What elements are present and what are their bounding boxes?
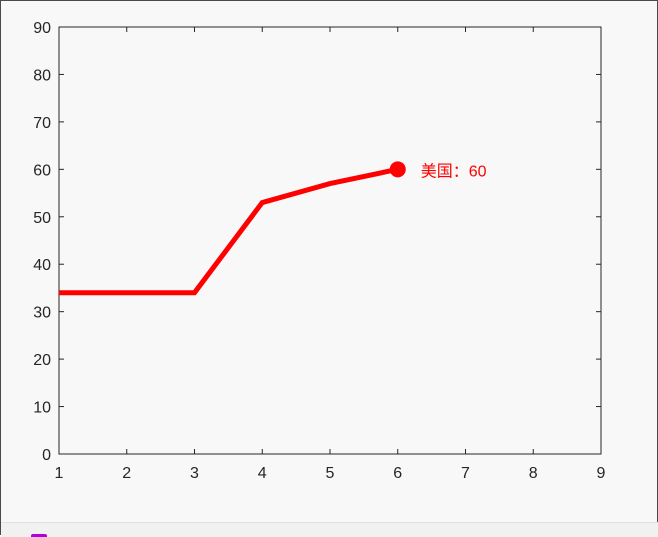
x-tick-label: 9 (597, 465, 606, 482)
end-point-marker (389, 161, 406, 178)
y-tick-label: 40 (33, 257, 51, 274)
y-tick-label: 50 (33, 210, 51, 227)
y-tick-label: 20 (33, 352, 51, 369)
plot-area (58, 26, 602, 455)
y-tick-label: 0 (42, 447, 51, 464)
x-tick-label: 7 (461, 465, 470, 482)
end-point-label: 美国：60 (421, 162, 487, 180)
x-tick-label: 2 (122, 465, 131, 482)
x-tick-label: 8 (529, 465, 538, 482)
x-tick-label: 1 (55, 465, 64, 482)
x-tick-label: 3 (190, 465, 199, 482)
y-tick-label: 30 (33, 305, 51, 322)
x-tick-label: 5 (326, 465, 335, 482)
y-tick-label: 90 (33, 20, 51, 37)
x-tick-label: 4 (258, 465, 267, 482)
y-tick-label: 10 (33, 400, 51, 417)
series-line (59, 166, 399, 296)
annotation-layer: 美国：60 (389, 161, 487, 180)
y-tick-label: 80 (33, 67, 51, 84)
x-tick-label: 6 (393, 465, 402, 482)
series-layer (59, 166, 399, 296)
y-tick-label: 60 (33, 162, 51, 179)
y-tick-label: 70 (33, 115, 51, 132)
